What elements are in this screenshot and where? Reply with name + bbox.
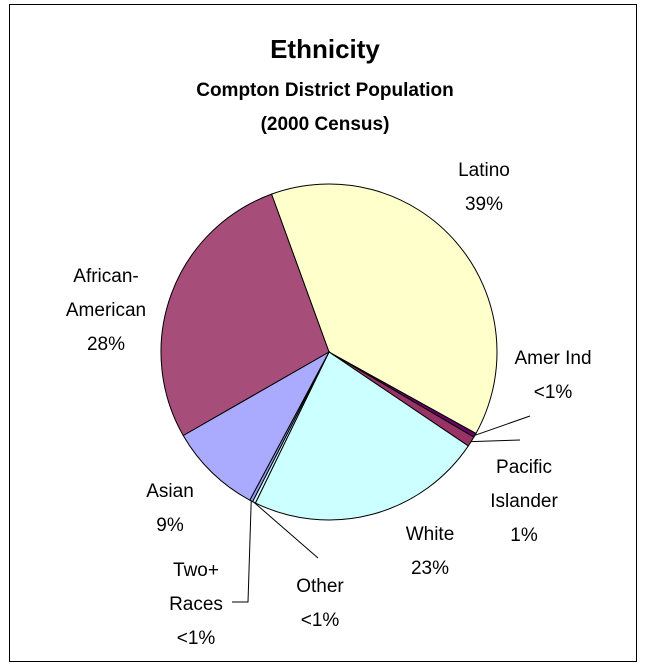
chart-subtitle-line1: Compton District Population	[196, 80, 454, 101]
leader-other	[253, 501, 319, 559]
label-pacific-islander: Pacific Islander 1%	[490, 457, 558, 546]
label-amer-ind: Amer Ind <1%	[514, 348, 591, 403]
slice-labels: Latino 39% Amer Ind <1% Pacific Islander 1% Whi…	[66, 160, 592, 649]
pie-slices	[160, 183, 498, 521]
chart-subtitle-line2: (2000 Census)	[261, 114, 390, 135]
chart-title: Ethnicity	[270, 34, 380, 64]
label-african-american: African-American 28%	[66, 266, 146, 355]
label-two-races: Two+ Races <1%	[169, 560, 223, 649]
label-white: White 23%	[406, 524, 455, 579]
pie-slice-asian	[182, 350, 331, 501]
leader-pacific-islander	[471, 439, 521, 443]
leader-amer-ind	[474, 415, 531, 436]
label-other: Other <1%	[296, 576, 344, 631]
label-asian: Asian 9%	[146, 481, 194, 536]
label-leader-lines	[232, 415, 531, 603]
leader-two-races	[232, 500, 252, 603]
pie-slice-african-american	[160, 193, 330, 437]
label-latino: Latino 39%	[458, 160, 510, 215]
pie-slice-latino	[270, 183, 498, 435]
